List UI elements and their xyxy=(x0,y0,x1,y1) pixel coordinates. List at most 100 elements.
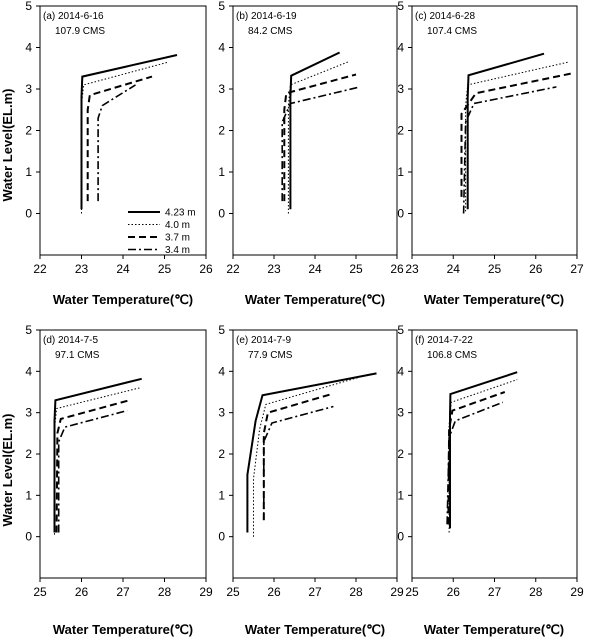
series-line-3-4-m xyxy=(462,86,557,214)
y-tick-label: 2 xyxy=(397,124,404,138)
x-tick-label: 23 xyxy=(267,262,281,276)
y-tick-label: 1 xyxy=(218,488,225,502)
plot-frame xyxy=(232,329,398,579)
panel-title: (a) 2014-6-16 xyxy=(43,11,104,22)
y-tick-label: 0 xyxy=(218,207,225,221)
y-tick-label: 2 xyxy=(25,447,32,461)
x-tick-label: 26 xyxy=(199,262,213,276)
panel-title: (d) 2014-7-5 xyxy=(43,335,98,346)
x-tick-label: 25 xyxy=(158,262,172,276)
x-tick-label: 22 xyxy=(33,262,47,276)
y-tick-label: 1 xyxy=(397,165,404,179)
series-line-4-23-m xyxy=(466,52,545,210)
y-tick-label: 3 xyxy=(25,82,32,96)
y-tick-label: 3 xyxy=(397,82,404,96)
x-tick-label: 25 xyxy=(33,585,47,599)
y-tick-label: 1 xyxy=(397,488,404,502)
panel-title: (f) 2014-7-22 xyxy=(415,335,473,346)
y-tick-label: 3 xyxy=(218,82,225,96)
panel-discharge: 84.2 CMS xyxy=(248,26,293,37)
panel-title: (b) 2014-6-19 xyxy=(236,11,297,22)
x-tick-label: 23 xyxy=(75,262,89,276)
x-tick-label: 27 xyxy=(116,585,130,599)
y-tick-label: 2 xyxy=(218,447,225,461)
x-tick-label: 29 xyxy=(199,585,213,599)
y-tick-label: 0 xyxy=(218,530,225,544)
x-tick-label: 25 xyxy=(226,585,240,599)
panel-discharge: 106.8 CMS xyxy=(427,350,477,361)
panel-f: 25 26 27 28 29 0 1 2 3 4 5 (f) 2014-7-22 106.8 CMS xyxy=(397,323,584,599)
series-line-3-7-m xyxy=(447,391,506,525)
y-tick-label: 4 xyxy=(218,41,225,55)
series-line-4-0-m xyxy=(253,372,373,537)
panel-discharge: 107.9 CMS xyxy=(55,26,105,37)
series-line-3-4-m xyxy=(57,409,128,533)
series-line-4-23-m xyxy=(53,377,142,533)
y-tick-label: 1 xyxy=(25,165,32,179)
series-line-4-0-m xyxy=(54,387,140,535)
y-tick-label: 4 xyxy=(397,41,404,55)
y-tick-label: 3 xyxy=(218,406,225,420)
series-line-4-0-m xyxy=(287,61,348,214)
series-line-3-4-m xyxy=(97,84,136,202)
y-tick-label: 3 xyxy=(397,406,404,420)
panel-discharge: 107.4 CMS xyxy=(427,26,477,37)
legend: 4.23 m4.0 m 3.7 m3.4 m xyxy=(128,208,196,256)
y-tick-label: 3 xyxy=(25,406,32,420)
y-axis-label-bottom: Water Level(EL.m) xyxy=(0,414,15,527)
x-axis-label-d: Water Temperature(℃) xyxy=(53,622,193,637)
series-line-4-0-m xyxy=(465,61,569,212)
series-line-4-23-m xyxy=(289,51,341,210)
series-line-3-7-m xyxy=(55,399,130,533)
y-tick-label: 5 xyxy=(218,0,225,13)
x-tick-label: 27 xyxy=(308,585,322,599)
series-line-4-23-m xyxy=(80,54,178,210)
plot-frame xyxy=(39,329,207,579)
y-tick-label: 2 xyxy=(25,124,32,138)
x-tick-label: 24 xyxy=(116,262,130,276)
x-tick-label: 26 xyxy=(267,585,281,599)
series-line-3-7-m xyxy=(460,72,574,197)
plot-frame xyxy=(232,5,398,256)
x-tick-label: 25 xyxy=(349,262,363,276)
x-axis-label-c: Water Temperature(℃) xyxy=(424,292,564,307)
panel-d: 25 26 27 28 29 0 1 2 3 4 5 (d) 2014-7-5 97.1 CMS xyxy=(25,323,213,599)
x-tick-label: 28 xyxy=(349,585,363,599)
panel-discharge: 77.9 CMS xyxy=(248,350,293,361)
x-tick-label: 28 xyxy=(529,585,543,599)
series-line-4-0-m xyxy=(448,379,518,533)
y-tick-label: 5 xyxy=(218,323,225,337)
x-tick-label: 27 xyxy=(488,585,502,599)
y-axis-label-top: Water Level(EL.m) xyxy=(0,89,15,202)
x-axis-label-b: Water Temperature(℃) xyxy=(245,292,385,307)
y-tick-label: 5 xyxy=(25,0,32,13)
x-tick-label: 22 xyxy=(226,262,240,276)
y-tick-label: 1 xyxy=(218,165,225,179)
x-tick-label: 25 xyxy=(405,585,419,599)
series-line-3-4-m xyxy=(262,405,334,521)
x-axis-label-a: Water Temperature(℃) xyxy=(53,292,193,307)
x-tick-label: 26 xyxy=(390,262,404,276)
x-axis-label-e: Water Temperature(℃) xyxy=(245,622,385,637)
panel-discharge: 97.1 CMS xyxy=(55,350,100,361)
x-tick-label: 26 xyxy=(447,585,461,599)
y-tick-label: 4 xyxy=(218,364,225,378)
x-tick-label: 28 xyxy=(158,585,172,599)
x-tick-label: 27 xyxy=(570,262,584,276)
y-tick-label: 0 xyxy=(25,207,32,221)
legend-label: 3.7 m xyxy=(165,233,190,244)
y-tick-label: 0 xyxy=(25,530,32,544)
x-tick-label: 24 xyxy=(308,262,322,276)
x-tick-label: 24 xyxy=(447,262,461,276)
x-tick-label: 26 xyxy=(529,262,543,276)
series-line-3-7-m xyxy=(262,393,332,521)
legend-label: 4.23 m xyxy=(165,208,196,219)
plot-frame xyxy=(411,5,578,256)
y-tick-label: 4 xyxy=(25,364,32,378)
panel-title: (c) 2014-6-28 xyxy=(415,11,475,22)
